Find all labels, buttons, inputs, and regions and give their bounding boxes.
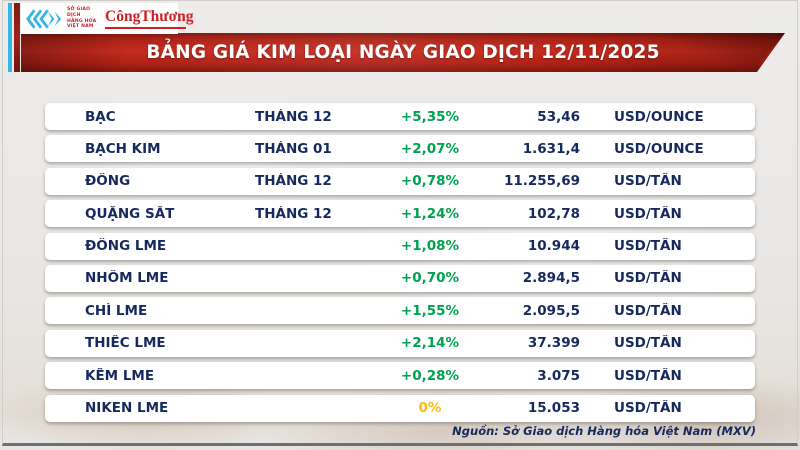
logo-box: SỞ GIAO DỊCH HÀNG HÓA VIỆT NAM CôngThươn… <box>21 3 194 34</box>
price-unit: USD/TẤN <box>614 205 682 222</box>
metal-name: ĐỒNG <box>85 173 131 190</box>
source-credit: Nguồn: Sở Giao dịch Hàng hóa Việt Nam (M… <box>452 424 756 438</box>
price-value: 2.894,5 <box>522 270 580 287</box>
price-value: 10.944 <box>527 238 580 255</box>
price-value: 53,46 <box>537 108 580 125</box>
price-unit: USD/TẤN <box>614 400 682 417</box>
mxv-logo-icon <box>26 8 62 29</box>
price-unit: USD/OUNCE <box>614 140 704 157</box>
table-row: ĐỒNG LME +1,08% 10.944 USD/TẤN <box>45 232 755 260</box>
table-row: THIẾC LME +2,14% 37.399 USD/TẤN <box>45 329 755 357</box>
percent-change: +1,08% <box>400 238 460 255</box>
price-value: 37.399 <box>527 335 580 352</box>
price-unit: USD/TẤN <box>614 335 682 352</box>
table-row: BẠC THÁNG 12 +5,35% 53,46 USD/OUNCE <box>45 103 755 130</box>
metal-name: KẼM LME <box>85 367 155 384</box>
accent-stripe-cyan <box>8 3 12 72</box>
table-row: CHÌ LME +1,55% 2.095,5 USD/TẤN <box>45 297 755 325</box>
metal-name: QUẶNG SẮT <box>85 205 175 222</box>
price-unit: USD/OUNCE <box>614 108 704 125</box>
metal-name: NIKEN LME <box>85 400 169 417</box>
mxv-logo-line: VIỆT NAM <box>67 24 94 30</box>
percent-change: +2,14% <box>400 335 460 352</box>
contract-month: THÁNG 01 <box>255 140 332 157</box>
table-row: NHÔM LME +0,70% 2.894,5 USD/TẤN <box>45 264 755 292</box>
congthuong-logo-text: CôngThương <box>105 8 194 26</box>
table-row: QUẶNG SẮT THÁNG 12 +1,24% 102,78 USD/TẤN <box>45 200 755 228</box>
table-row: NIKEN LME 0% 15.053 USD/TẤN <box>45 394 755 422</box>
price-value: 102,78 <box>527 205 580 222</box>
price-unit: USD/TẤN <box>614 302 682 319</box>
page-title: BẢNG GIÁ KIM LOẠI NGÀY GIAO DỊCH 12/11/2… <box>146 42 660 63</box>
percent-change: +1,24% <box>400 205 460 222</box>
percent-change: +2,07% <box>400 140 460 157</box>
congthuong-logo: CôngThương <box>105 8 194 29</box>
accent-stripe-maroon <box>14 3 20 72</box>
price-unit: USD/TẤN <box>614 173 682 190</box>
contract-month: THÁNG 12 <box>255 205 332 222</box>
percent-change: +0,70% <box>400 270 460 287</box>
percent-change: +1,55% <box>400 302 460 319</box>
metal-name: BẠC <box>85 108 116 125</box>
metal-name: BẠCH KIM <box>85 140 161 157</box>
table-row: KẼM LME +0,28% 3.075 USD/TẤN <box>45 362 755 390</box>
percent-change: +5,35% <box>400 108 460 125</box>
price-unit: USD/TẤN <box>614 238 682 255</box>
metal-price-table: BẠC THÁNG 12 +5,35% 53,46 USD/OUNCE BẠCH… <box>45 103 755 422</box>
price-value: 1.631,4 <box>522 140 580 157</box>
price-value: 3.075 <box>537 367 580 384</box>
price-value: 2.095,5 <box>522 302 580 319</box>
mxv-logo-text: SỞ GIAO DỊCH HÀNG HÓA VIỆT NAM <box>67 7 101 30</box>
contract-month: THÁNG 12 <box>255 108 332 125</box>
percent-change: +0,28% <box>400 367 460 384</box>
metal-name: NHÔM LME <box>85 270 169 287</box>
metal-name: CHÌ LME <box>85 302 148 319</box>
mxv-logo-line: SỞ GIAO DỊCH <box>67 7 91 18</box>
table-row: ĐỒNG THÁNG 12 +0,78% 11.255,69 USD/TẤN <box>45 167 755 195</box>
metal-name: ĐỒNG LME <box>85 238 167 255</box>
percent-change: +0,78% <box>400 173 460 190</box>
price-unit: USD/TẤN <box>614 270 682 287</box>
congthuong-logo-underline <box>105 26 187 29</box>
title-banner: BẢNG GIÁ KIM LOẠI NGÀY GIAO DỊCH 12/11/2… <box>21 33 785 72</box>
table-row: BẠCH KIM THÁNG 01 +2,07% 1.631,4 USD/OUN… <box>45 135 755 163</box>
price-unit: USD/TẤN <box>614 367 682 384</box>
metal-name: THIẾC LME <box>85 335 166 352</box>
price-value: 15.053 <box>527 400 580 417</box>
percent-change: 0% <box>418 400 442 417</box>
price-value: 11.255,69 <box>503 173 580 190</box>
contract-month: THÁNG 12 <box>255 173 332 190</box>
